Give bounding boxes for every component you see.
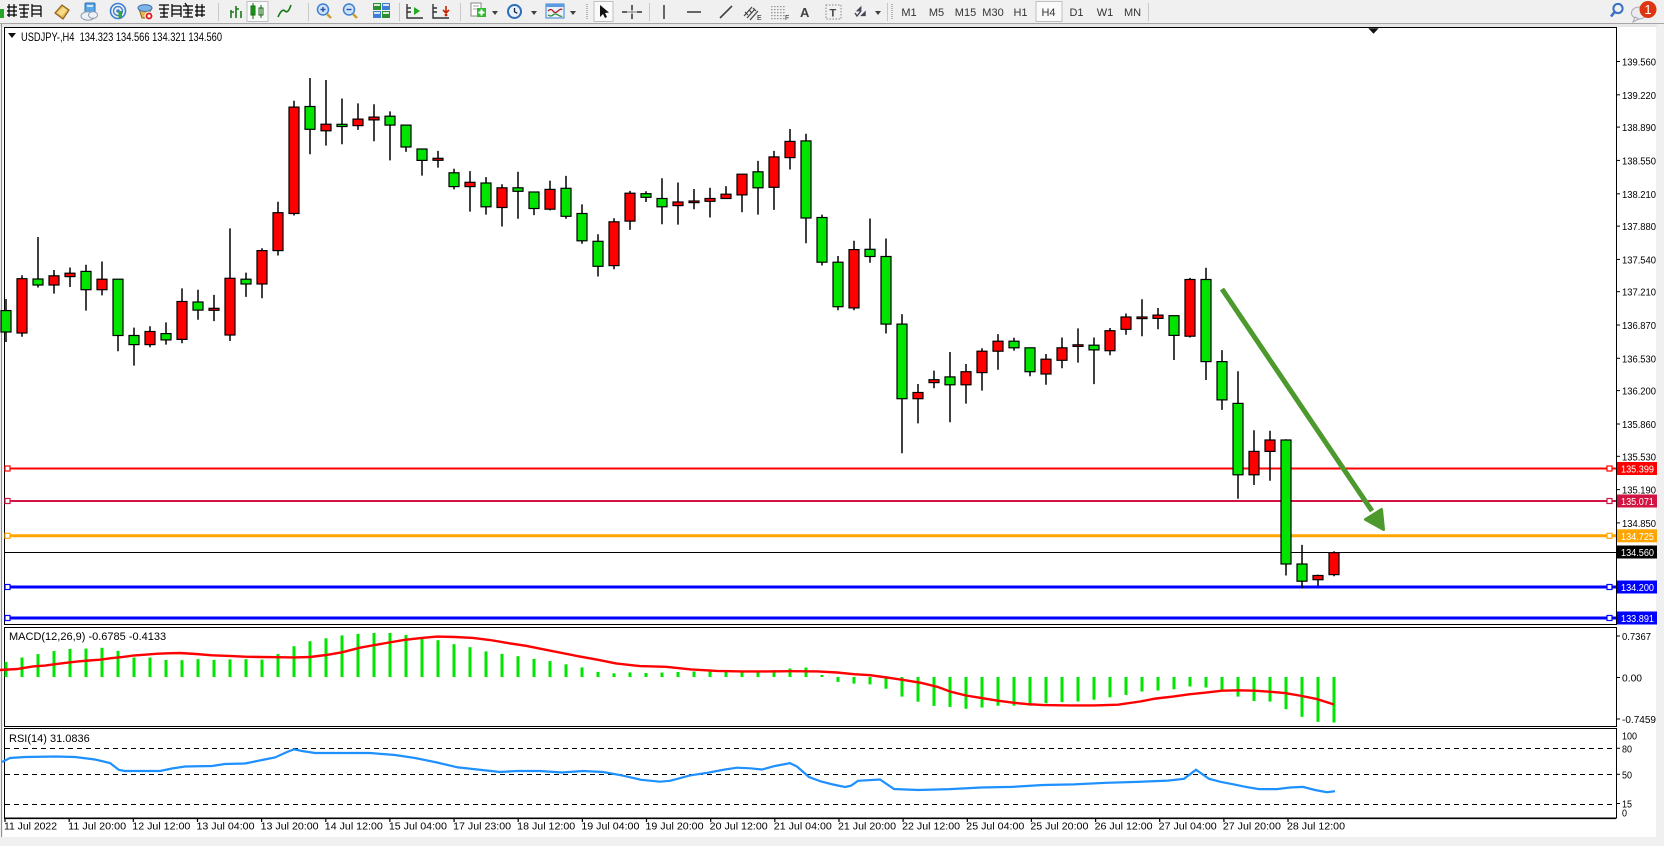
svg-text:28 Jul 12:00: 28 Jul 12:00 (1287, 822, 1345, 833)
svg-text:-0.7459: -0.7459 (1622, 715, 1656, 726)
svg-text:H4: H4 (1041, 7, 1055, 19)
svg-text:100: 100 (1622, 732, 1637, 743)
svg-text:21 Jul 04:00: 21 Jul 04:00 (774, 822, 832, 833)
svg-text:134.200: 134.200 (1621, 583, 1654, 594)
svg-text:135.071: 135.071 (1621, 497, 1654, 508)
svg-text:17 Jul 23:00: 17 Jul 23:00 (453, 822, 511, 833)
svg-text:27 Jul 04:00: 27 Jul 04:00 (1159, 822, 1217, 833)
svg-text:80: 80 (1622, 744, 1632, 755)
svg-text:0.00: 0.00 (1622, 674, 1642, 685)
svg-text:137.210: 137.210 (1622, 288, 1656, 299)
svg-text:M30: M30 (982, 7, 1003, 19)
svg-text:18 Jul 12:00: 18 Jul 12:00 (517, 822, 575, 833)
svg-text:0.7367: 0.7367 (1622, 632, 1651, 643)
svg-text:20 Jul 12:00: 20 Jul 12:00 (710, 822, 768, 833)
svg-text:M5: M5 (929, 7, 944, 19)
svg-text:A: A (800, 5, 810, 20)
svg-text:1: 1 (1644, 2, 1651, 17)
svg-text:19 Jul 04:00: 19 Jul 04:00 (581, 822, 639, 833)
svg-text:134.850: 134.850 (1622, 519, 1656, 530)
svg-text:14 Jul 12:00: 14 Jul 12:00 (325, 822, 383, 833)
svg-text:50: 50 (1622, 770, 1632, 781)
svg-text:139.220: 139.220 (1622, 91, 1656, 102)
svg-text:134.560: 134.560 (1621, 548, 1654, 559)
svg-text:135.399: 135.399 (1621, 465, 1654, 476)
svg-text:134.725: 134.725 (1621, 532, 1654, 543)
svg-text:USDJPY-,H4 134.323 134.566 13: USDJPY-,H4 134.323 134.566 134.321 134.5… (21, 30, 222, 44)
svg-text:138.210: 138.210 (1622, 190, 1656, 201)
svg-text:E: E (757, 15, 762, 22)
svg-text:22 Jul 12:00: 22 Jul 12:00 (902, 822, 960, 833)
svg-text:138.550: 138.550 (1622, 156, 1656, 167)
svg-text:135.190: 135.190 (1622, 486, 1656, 497)
svg-text:T: T (830, 8, 837, 20)
svg-text:135.530: 135.530 (1622, 452, 1656, 463)
svg-text:M1: M1 (901, 7, 916, 19)
svg-text:136.530: 136.530 (1622, 354, 1656, 365)
svg-text:139.560: 139.560 (1622, 58, 1656, 69)
svg-text:H1: H1 (1013, 7, 1027, 19)
svg-text:D1: D1 (1069, 7, 1083, 19)
svg-text:27 Jul 20:00: 27 Jul 20:00 (1223, 822, 1281, 833)
svg-text:MN: MN (1124, 7, 1141, 19)
svg-text:12 Jul 12:00: 12 Jul 12:00 (132, 822, 190, 833)
svg-text:19 Jul 20:00: 19 Jul 20:00 (646, 822, 704, 833)
svg-text:137.540: 137.540 (1622, 255, 1656, 266)
svg-text:F: F (785, 15, 789, 22)
svg-text:138.890: 138.890 (1622, 123, 1656, 134)
svg-text:136.870: 136.870 (1622, 321, 1656, 332)
svg-text:M15: M15 (955, 7, 976, 19)
svg-text:13 Jul 04:00: 13 Jul 04:00 (197, 822, 255, 833)
svg-text:25 Jul 04:00: 25 Jul 04:00 (966, 822, 1024, 833)
svg-text:21 Jul 20:00: 21 Jul 20:00 (838, 822, 896, 833)
svg-text:25 Jul 20:00: 25 Jul 20:00 (1030, 822, 1088, 833)
svg-text:W1: W1 (1097, 7, 1114, 19)
svg-text:15 Jul 04:00: 15 Jul 04:00 (389, 822, 447, 833)
svg-text:13 Jul 20:00: 13 Jul 20:00 (261, 822, 319, 833)
svg-text:0: 0 (1622, 809, 1627, 820)
svg-text:MACD(12,26,9) -0.6785 -0.4133: MACD(12,26,9) -0.6785 -0.4133 (9, 631, 166, 643)
svg-text:11 Jul 20:00: 11 Jul 20:00 (68, 822, 126, 833)
svg-text:11 Jul 2022: 11 Jul 2022 (4, 822, 57, 833)
svg-text:RSI(14) 31.0836: RSI(14) 31.0836 (9, 733, 90, 745)
svg-text:136.200: 136.200 (1622, 387, 1656, 398)
svg-text:137.880: 137.880 (1622, 222, 1656, 233)
svg-text:133.891: 133.891 (1621, 614, 1654, 625)
svg-text:135.860: 135.860 (1622, 420, 1656, 431)
svg-text:26 Jul 12:00: 26 Jul 12:00 (1095, 822, 1153, 833)
svg-text:15: 15 (1622, 800, 1632, 811)
